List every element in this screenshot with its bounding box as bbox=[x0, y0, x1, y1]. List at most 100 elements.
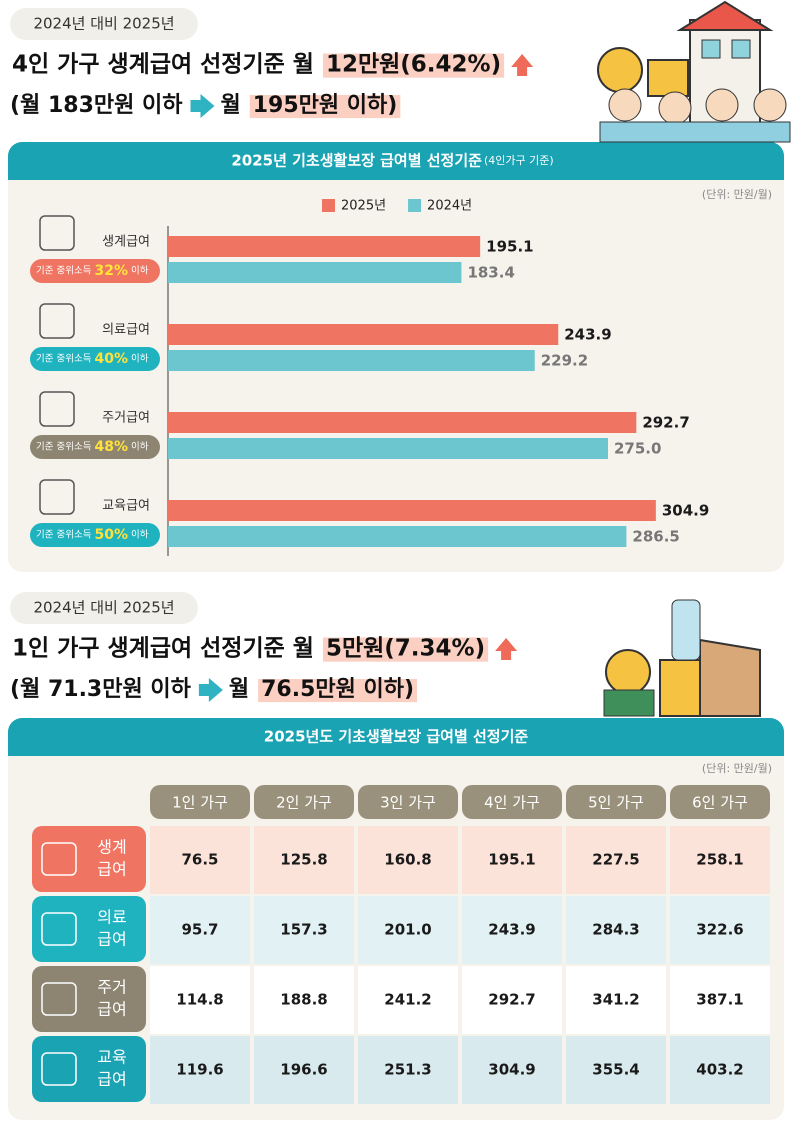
row-label-bg bbox=[32, 1036, 146, 1102]
value-label: 183.4 bbox=[467, 264, 514, 282]
table-cell: 241.2 bbox=[384, 991, 431, 1009]
row-label: 의료 bbox=[97, 908, 126, 927]
table-cell: 284.3 bbox=[592, 921, 639, 939]
cell-bg bbox=[670, 826, 770, 894]
table-cell: 160.8 bbox=[384, 851, 431, 869]
table-cell: 341.2 bbox=[592, 991, 639, 1009]
category-label: 주거급여 bbox=[102, 411, 150, 426]
bar bbox=[168, 350, 535, 371]
cell-bg bbox=[566, 896, 666, 964]
cell-bg bbox=[566, 826, 666, 894]
criteria-suffix: 이하 bbox=[131, 265, 149, 277]
badge bbox=[10, 8, 198, 40]
cell-bg bbox=[670, 966, 770, 1034]
highlight bbox=[249, 95, 401, 119]
column-header: 3인 가구 bbox=[380, 794, 436, 812]
value-label: 243.9 bbox=[564, 326, 611, 344]
row-icon bbox=[41, 912, 77, 946]
table-cell: 119.6 bbox=[176, 1061, 223, 1079]
headline-highlight: 12만원(6.42%) bbox=[326, 52, 501, 78]
table-cell: 76.5 bbox=[181, 851, 218, 869]
sub-to: 월 bbox=[229, 677, 249, 702]
headline: 4인 가구 생계급여 선정기준 월 bbox=[12, 52, 314, 78]
table-cell: 243.9 bbox=[488, 921, 535, 939]
column-header: 5인 가구 bbox=[588, 794, 644, 812]
cell-bg bbox=[150, 826, 250, 894]
category-label: 의료급여 bbox=[102, 323, 150, 338]
value-label: 286.5 bbox=[632, 528, 679, 546]
table-cell: 95.7 bbox=[181, 921, 218, 939]
up-arrow bbox=[511, 54, 534, 76]
value-label: 275.0 bbox=[614, 440, 661, 458]
cell-bg bbox=[150, 896, 250, 964]
value-label: 292.7 bbox=[642, 414, 689, 432]
chart-subtitle: (4인가구 기준) bbox=[484, 154, 554, 167]
cell-bg bbox=[254, 1036, 354, 1104]
table-title: 2025년도 기초생활보장 급여별 선정기준 bbox=[264, 728, 529, 746]
row-icon bbox=[41, 982, 77, 1016]
chart-title: 2025년 기초생활보장 급여별 선정기준 bbox=[231, 152, 482, 170]
cell-bg bbox=[462, 826, 562, 894]
row-icon bbox=[41, 1052, 77, 1086]
cell-bg bbox=[150, 1036, 250, 1104]
bar bbox=[168, 262, 462, 283]
criteria-pill bbox=[30, 435, 160, 459]
sub-from: (월 183만원 이하 bbox=[10, 93, 183, 118]
criteria-prefix: 기준 중위소득 bbox=[36, 265, 92, 277]
unit-label: (단위: 만원/월) bbox=[702, 762, 772, 775]
bar bbox=[168, 500, 656, 521]
table-cell: 188.8 bbox=[280, 991, 327, 1009]
value-label: 195.1 bbox=[486, 238, 533, 256]
criteria-prefix: 기준 중위소득 bbox=[36, 441, 92, 453]
row-label: 급여 bbox=[97, 1000, 126, 1019]
criteria-pill bbox=[30, 259, 160, 283]
value-label: 229.2 bbox=[541, 352, 588, 370]
cell-bg bbox=[254, 896, 354, 964]
unit-label: (단위: 만원/월) bbox=[702, 188, 772, 201]
bar bbox=[168, 324, 559, 345]
table-cell: 322.6 bbox=[696, 921, 743, 939]
cell-bg bbox=[566, 1036, 666, 1104]
column-header-bg bbox=[670, 785, 770, 819]
column-header-bg bbox=[254, 785, 354, 819]
row-label: 급여 bbox=[97, 860, 126, 879]
criteria-highlight: 40% bbox=[94, 351, 128, 367]
cell-bg bbox=[670, 896, 770, 964]
sub-from: (월 71.3만원 이하 bbox=[10, 677, 192, 702]
bar bbox=[168, 438, 608, 459]
chart-header bbox=[8, 142, 784, 180]
criteria-highlight: 48% bbox=[94, 439, 128, 455]
row-label-bg bbox=[32, 826, 146, 892]
bar bbox=[168, 526, 627, 547]
highlight bbox=[322, 637, 489, 662]
bar bbox=[168, 236, 481, 257]
cell-bg bbox=[358, 966, 458, 1034]
criteria-suffix: 이하 bbox=[131, 353, 149, 365]
badge bbox=[10, 592, 198, 624]
highlight bbox=[322, 53, 505, 78]
criteria-highlight: 50% bbox=[94, 527, 128, 543]
legend-swatch bbox=[408, 199, 422, 212]
criteria-highlight: 32% bbox=[94, 263, 128, 279]
table-cell: 125.8 bbox=[280, 851, 327, 869]
table-cell: 196.6 bbox=[280, 1061, 327, 1079]
sub-highlight: 195만원 이하) bbox=[253, 93, 398, 118]
category-icon bbox=[39, 215, 75, 251]
table-cell: 157.3 bbox=[280, 921, 327, 939]
legend-label: 2025년 bbox=[341, 199, 386, 214]
row-icon bbox=[41, 842, 77, 876]
criteria-prefix: 기준 중위소득 bbox=[36, 353, 92, 365]
column-header: 2인 가구 bbox=[276, 794, 332, 812]
table-header bbox=[8, 718, 784, 756]
headline: 1인 가구 생계급여 선정기준 월 bbox=[12, 636, 314, 662]
row-label: 교육 bbox=[97, 1048, 126, 1067]
badge-text: 2024년 대비 2025년 bbox=[33, 599, 174, 617]
category-icon bbox=[39, 391, 75, 427]
cell-bg bbox=[254, 826, 354, 894]
cell-bg bbox=[462, 896, 562, 964]
cell-bg bbox=[358, 1036, 458, 1104]
table-cell: 403.2 bbox=[696, 1061, 743, 1079]
highlight bbox=[258, 679, 418, 703]
bar bbox=[168, 412, 637, 433]
